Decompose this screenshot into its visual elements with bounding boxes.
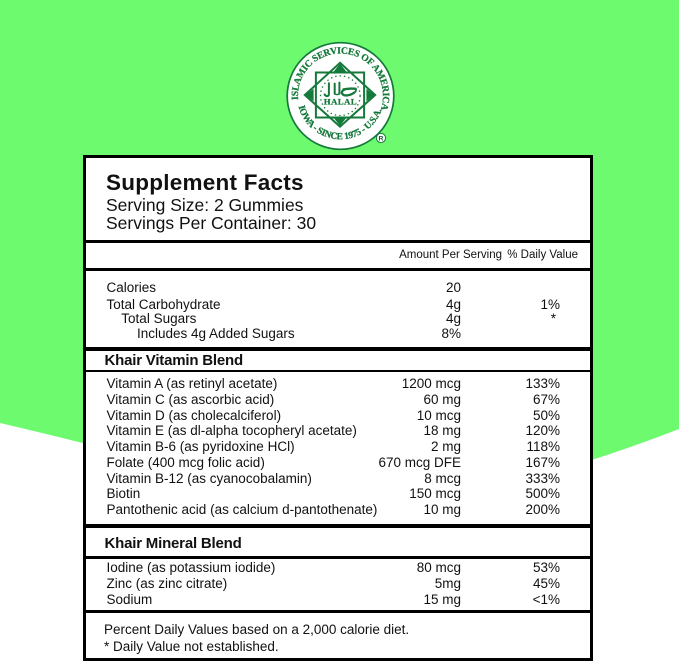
svg-text:HALAL: HALAL <box>324 97 357 107</box>
svg-text:R: R <box>379 135 384 142</box>
